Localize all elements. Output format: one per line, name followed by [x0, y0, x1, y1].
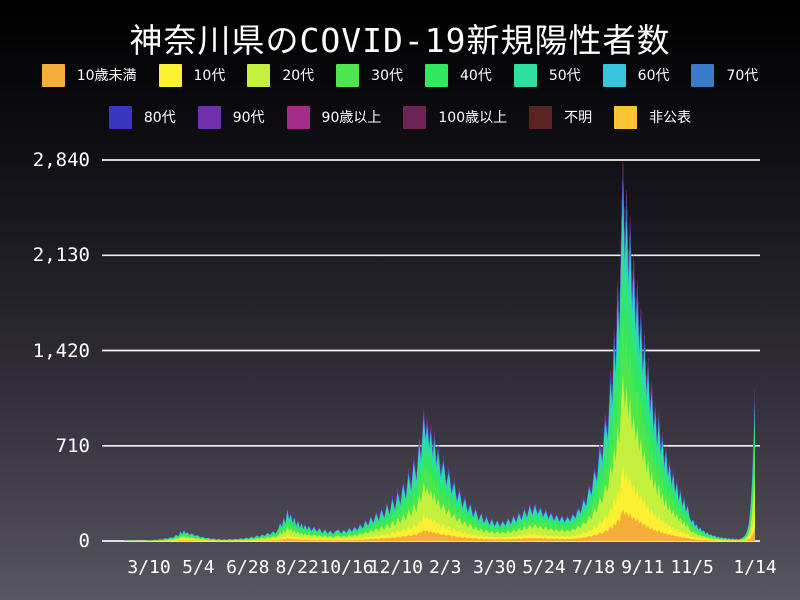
legend-item-70s: 70代 [691, 63, 759, 87]
legend-label-unknown: 不明 [564, 110, 593, 126]
legend-item-60s: 60代 [602, 63, 670, 87]
plot-area [102, 159, 760, 542]
legend: 10歳未満 10代 20代 30代 40代 50代 60代 70代 80代 90代 90歳以上 10… [0, 60, 800, 132]
legend-swatch-30s [336, 63, 360, 87]
legend-label-over100: 100歳以上 [438, 110, 508, 126]
legend-label-40s: 40代 [460, 68, 492, 84]
x-tick-label: 10/16 [319, 557, 374, 578]
legend-label-70s: 70代 [726, 68, 759, 84]
legend-swatch-80s [108, 105, 132, 129]
x-tick-label: 5/4 [182, 557, 215, 578]
legend-swatch-10s [158, 63, 182, 87]
legend-row-1: 10歳未満 10代 20代 30代 40代 50代 60代 70代 [0, 60, 800, 90]
legend-label-60s: 60代 [637, 68, 670, 84]
area-10s [104, 464, 756, 541]
legend-item-40s: 40代 [425, 63, 492, 87]
x-tick-label: 12/10 [368, 557, 423, 578]
y-tick-label: 710 [55, 434, 90, 457]
legend-swatch-undisclosed [614, 105, 638, 129]
x-tick-label: 3/10 [127, 557, 171, 578]
legend-label-undisclosed: 非公表 [649, 110, 692, 126]
area-20s [104, 374, 756, 541]
x-tick-label: 8/22 [275, 557, 319, 578]
x-tick-label: 1/14 [733, 557, 777, 578]
legend-label-over90: 90歳以上 [321, 110, 382, 126]
x-tick-label: 6/28 [226, 557, 270, 578]
legend-item-90s: 90代 [197, 105, 265, 129]
legend-label-under10: 10歳未満 [76, 68, 137, 84]
legend-swatch-over90 [286, 105, 310, 129]
legend-item-10s: 10代 [158, 63, 226, 87]
legend-item-under10: 10歳未満 [41, 63, 137, 87]
legend-swatch-unknown [529, 105, 553, 129]
legend-item-20s: 20代 [247, 63, 315, 87]
x-tick-label: 7/18 [571, 557, 616, 578]
x-tick-label: 9/11 [621, 557, 665, 578]
legend-label-10s: 10代 [193, 68, 226, 84]
x-tick-label: 2/3 [429, 557, 462, 578]
y-tick-label: 2,840 [32, 149, 90, 171]
chart-title: 神奈川県のCOVID-19新規陽性者数 [129, 21, 671, 60]
legend-swatch-20s [247, 63, 271, 87]
legend-item-undisclosed: 非公表 [614, 105, 692, 129]
legend-swatch-under10 [41, 63, 65, 87]
legend-label-50s: 50代 [548, 68, 581, 84]
area-under10 [104, 508, 756, 541]
legend-swatch-50s [513, 63, 537, 87]
y-tick-label: 2,130 [32, 244, 90, 267]
y-tick-label: 0 [78, 530, 90, 552]
legend-item-over90: 90歳以上 [286, 105, 382, 129]
legend-label-80s: 80代 [143, 110, 176, 126]
legend-label-30s: 30代 [371, 68, 403, 84]
legend-item-30s: 30代 [336, 63, 403, 87]
x-tick-label: 11/5 [670, 557, 714, 578]
legend-item-80s: 80代 [108, 105, 176, 129]
legend-swatch-40s [425, 63, 448, 87]
legend-item-50s: 50代 [513, 63, 581, 87]
x-tick-label: 5/24 [522, 557, 566, 578]
legend-item-unknown: 不明 [529, 105, 593, 129]
legend-label-20s: 20代 [282, 68, 315, 84]
legend-row-2: 80代 90代 90歳以上 100歳以上 不明 非公表 [0, 102, 800, 132]
x-tick-label: 3/30 [472, 557, 517, 578]
legend-swatch-90s [197, 105, 221, 129]
legend-swatch-60s [602, 63, 626, 87]
legend-swatch-over100 [403, 105, 427, 129]
legend-swatch-70s [691, 63, 715, 87]
y-tick-label: 1,420 [32, 339, 90, 362]
legend-label-90s: 90代 [232, 110, 265, 126]
legend-item-over100: 100歳以上 [403, 105, 508, 129]
